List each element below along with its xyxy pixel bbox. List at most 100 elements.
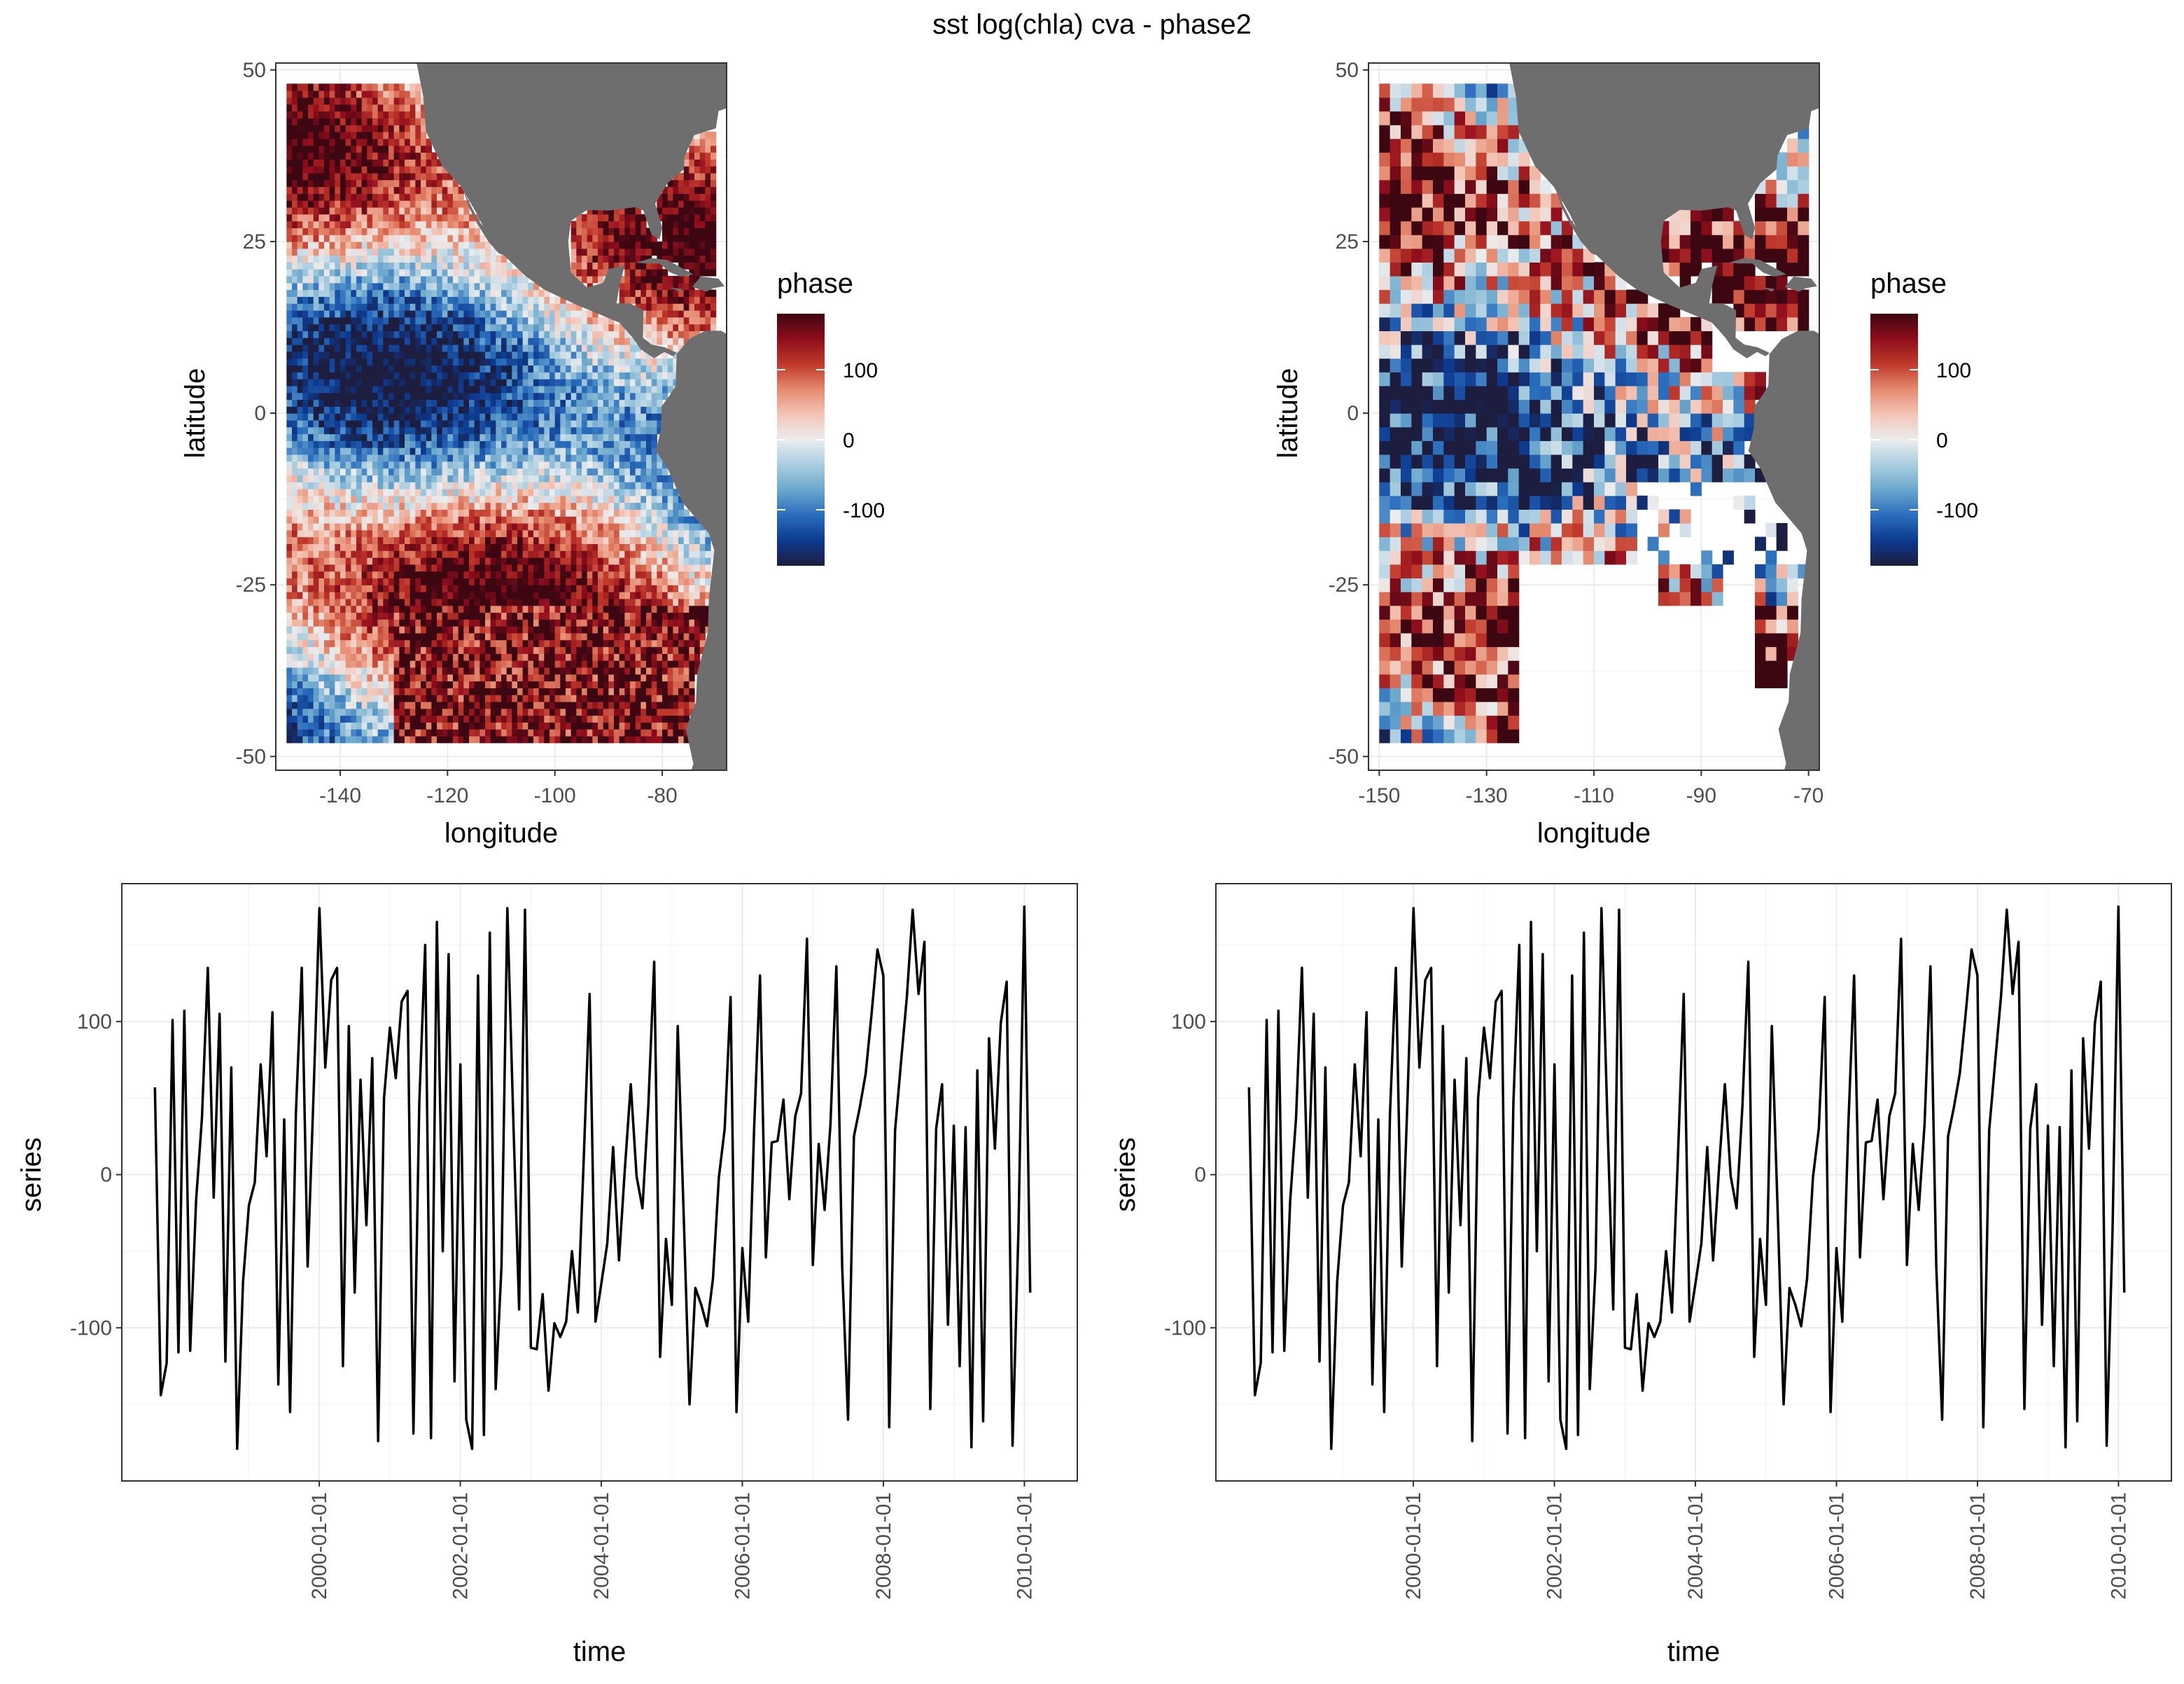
phase-tile	[437, 413, 442, 420]
phase-tile	[383, 447, 388, 454]
phase-tile	[533, 296, 539, 303]
phase-tile	[426, 434, 432, 441]
phase-tile	[603, 537, 609, 544]
phase-tile	[614, 475, 620, 482]
phase-tile	[694, 646, 700, 653]
phase-tile	[469, 393, 475, 400]
phase-tile	[517, 660, 523, 667]
phase-tile	[620, 523, 625, 530]
phase-tile	[302, 543, 308, 550]
phase-tile	[576, 379, 582, 386]
phase-tile	[657, 303, 662, 310]
phase-tile	[351, 557, 356, 564]
phase-tile	[442, 440, 448, 447]
phase-tile	[372, 399, 378, 406]
phase-tile	[662, 612, 668, 619]
phase-tile	[302, 283, 308, 290]
phase-tile	[491, 434, 496, 441]
phase-tile	[399, 585, 405, 592]
phase-tile	[533, 413, 539, 420]
phase-tile	[372, 702, 378, 709]
phase-tile	[415, 633, 421, 640]
phase-tile	[405, 633, 410, 640]
phase-tile	[469, 413, 475, 420]
phase-tile	[555, 667, 561, 674]
phase-tile	[501, 557, 507, 564]
phase-tile	[292, 352, 298, 359]
phase-tile	[479, 379, 485, 386]
phase-tile	[330, 612, 335, 619]
phase-tile	[479, 537, 485, 544]
phase-tile	[335, 674, 340, 681]
phase-tile	[292, 440, 298, 447]
phase-tile	[415, 646, 421, 653]
phase-tile	[330, 571, 335, 578]
phase-tile	[324, 626, 330, 633]
phase-tile	[463, 716, 469, 723]
phase-tile	[318, 516, 324, 523]
phase-tile	[668, 365, 673, 372]
phase-tile	[523, 386, 528, 393]
phase-tile	[463, 606, 469, 613]
phase-tile	[603, 468, 609, 475]
phase-tile	[286, 695, 292, 702]
phase-tile	[394, 592, 400, 599]
phase-tile	[421, 310, 426, 317]
phase-tile	[447, 440, 453, 447]
phase-tile	[528, 447, 533, 454]
phase-tile	[415, 612, 421, 619]
phase-tile	[475, 599, 480, 606]
phase-tile	[479, 674, 485, 681]
phase-tile	[314, 646, 319, 653]
phase-tile	[640, 571, 646, 578]
phase-tile	[608, 489, 614, 496]
phase-tile	[394, 633, 400, 640]
phase-tile	[302, 386, 308, 393]
phase-tile	[700, 317, 706, 324]
phase-tile	[555, 461, 561, 468]
phase-tile	[700, 550, 706, 557]
phase-tile	[479, 393, 485, 400]
phase-tile	[496, 475, 501, 482]
phase-tile	[463, 359, 469, 366]
phase-tile	[636, 702, 641, 709]
phase-tile	[571, 660, 577, 667]
phase-tile	[657, 330, 662, 338]
phase-tile	[496, 413, 501, 420]
phase-tile	[437, 646, 442, 653]
phase-tile	[437, 688, 442, 695]
phase-tile	[501, 440, 507, 447]
phase-tile	[496, 633, 501, 640]
phase-tile	[410, 359, 416, 366]
phase-tile	[496, 681, 501, 688]
phase-tile	[485, 503, 491, 510]
phase-tile	[383, 653, 388, 660]
phase-tile	[324, 338, 330, 345]
phase-tile	[367, 612, 372, 619]
phase-tile	[544, 359, 550, 366]
phase-tile	[292, 283, 298, 290]
phase-tile	[362, 330, 368, 338]
phase-tile	[383, 626, 388, 633]
phase-tile	[463, 352, 469, 359]
phase-tile	[507, 530, 512, 537]
phase-tile	[463, 503, 469, 510]
phase-tile	[614, 461, 620, 468]
phase-tile	[630, 729, 636, 736]
phase-tile	[576, 317, 582, 324]
phase-tile	[576, 365, 582, 372]
phase-tile	[469, 653, 475, 660]
phase-tile	[415, 482, 421, 489]
phase-tile	[308, 523, 314, 530]
phase-tile	[431, 537, 437, 544]
phase-tile	[469, 674, 475, 681]
phase-tile	[640, 709, 646, 716]
phase-tile	[587, 386, 593, 393]
phase-tile	[302, 578, 308, 585]
phase-tile	[340, 543, 346, 550]
phase-tile	[662, 557, 668, 564]
phase-tile	[576, 475, 582, 482]
phase-tile	[705, 564, 710, 571]
phase-tile	[624, 543, 630, 550]
